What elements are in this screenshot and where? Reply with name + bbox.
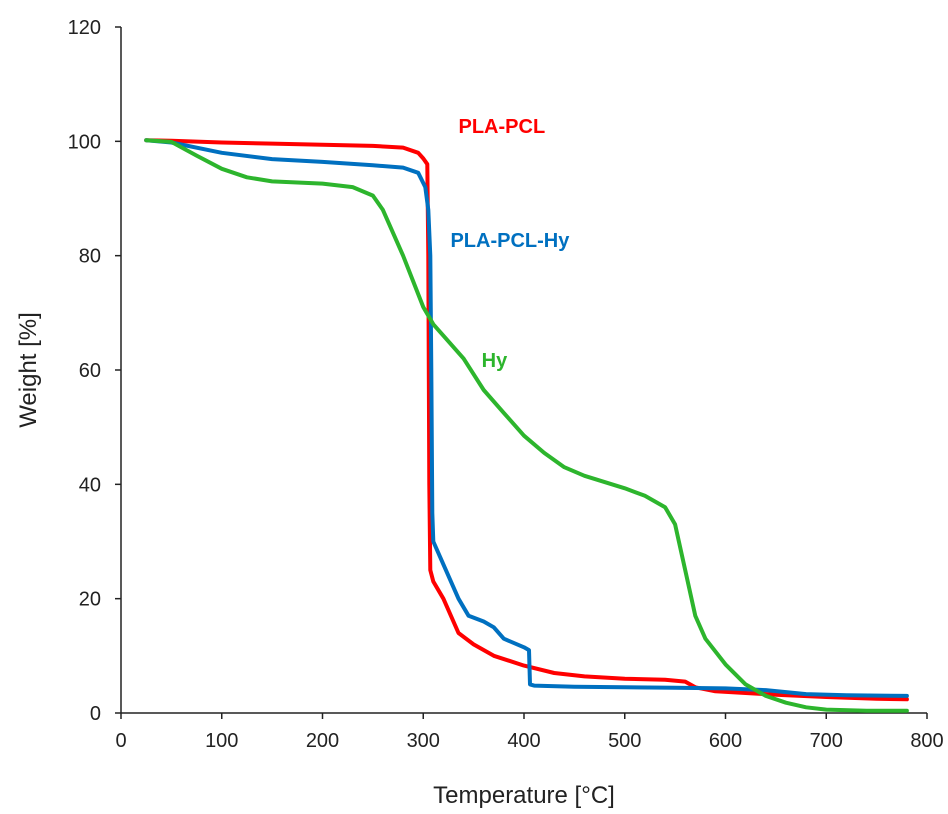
series-line-pla-pcl: [144, 138, 909, 702]
y-tick-label: 20: [79, 589, 101, 611]
x-tick-label: 300: [407, 730, 440, 752]
y-tick-label: 60: [79, 360, 101, 382]
y-tick-label: 40: [79, 474, 101, 496]
x-tick-label: 200: [306, 730, 339, 752]
y-axis-title: Weight [%]: [15, 312, 42, 428]
x-tick-label: 700: [810, 730, 843, 752]
series-label-pla-pcl-hy: PLA-PCL-Hy: [450, 230, 570, 252]
x-tick-label: 100: [205, 730, 238, 752]
series-label-hy: Hy: [482, 350, 508, 372]
x-tick-label: 600: [709, 730, 742, 752]
series-line-hy: [144, 138, 909, 713]
x-axis-title: Temperature [°C]: [433, 782, 615, 809]
x-tick-label: 800: [910, 730, 943, 752]
ticks: 0 100 200 300 400 500 600 700 800 0 20 40 60 80 100 120: [68, 17, 944, 752]
x-tick-label: 0: [115, 730, 126, 752]
series-label-pla-pcl: PLA-PCL: [459, 116, 546, 138]
series-labels: PLA-PCL PLA-PCL-Hy Hy: [450, 116, 570, 372]
y-tick-label: 100: [68, 131, 101, 153]
x-tick-label: 500: [608, 730, 641, 752]
y-tick-label: 120: [68, 17, 101, 39]
x-tick-label: 400: [507, 730, 540, 752]
y-tick-label: 0: [90, 703, 101, 725]
series-lines: [144, 138, 909, 713]
y-tick-label: 80: [79, 246, 101, 268]
series-line-pla-pcl-hy: [144, 138, 909, 698]
